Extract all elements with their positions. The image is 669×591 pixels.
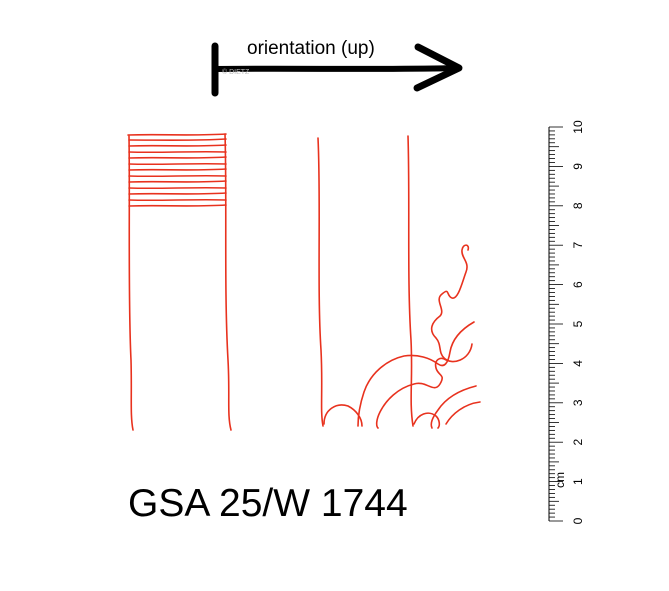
scale-tick-label: 2 — [571, 439, 585, 446]
scale-unit-label: cm — [553, 472, 567, 488]
hatch-line — [128, 162, 227, 166]
document-id: GSA 25/W 1744 — [128, 482, 408, 525]
scroll-ornament — [357, 321, 475, 427]
hatch-line — [128, 144, 227, 147]
scale-tick-label: 9 — [571, 163, 585, 170]
scale-tick-label: 4 — [571, 360, 585, 367]
scale-tick-label: 1 — [571, 478, 585, 485]
hatch-line — [128, 174, 227, 178]
orientation-label: orientation (up) — [247, 38, 375, 59]
scale-tick-label: 5 — [571, 320, 585, 327]
orientation-arrow — [211, 42, 463, 97]
right-panel-left-border — [317, 137, 324, 427]
left-panel-left-border — [128, 135, 134, 431]
scroll-ornament — [430, 385, 477, 429]
scale-tick-label: 3 — [571, 399, 585, 406]
copyright-watermark: © DIETZ — [222, 69, 250, 76]
hatch-line — [128, 168, 227, 171]
arrow-shaft — [212, 65, 461, 72]
arrow-head — [413, 43, 463, 92]
scroll-ornament — [375, 357, 447, 429]
hatch-line — [128, 186, 227, 190]
right-panel-right-border — [407, 135, 414, 427]
hatch-line — [128, 156, 227, 159]
hatch-line — [128, 192, 227, 195]
hatch-line — [128, 198, 227, 202]
left-panel-right-border — [224, 133, 232, 431]
scale-tick-label: 8 — [571, 202, 585, 209]
drawing-right-panel — [317, 135, 481, 429]
scale-tick-label: 6 — [571, 281, 585, 288]
scale-tick-label: 7 — [571, 242, 585, 249]
hatch-line — [128, 150, 227, 154]
drawing-left-panel — [127, 133, 232, 431]
scroll-ornament — [323, 404, 363, 427]
scroll-ornament — [430, 244, 473, 363]
scroll-ornament — [445, 401, 481, 425]
hatch-line — [128, 180, 227, 183]
hatch-line — [128, 204, 227, 207]
hatch-line — [128, 138, 227, 142]
hatch-line — [127, 133, 227, 136]
centimeter-scale: 0 1 2 3 4 5 6 7 8 9 10 — [548, 120, 585, 524]
scroll-ornament — [413, 412, 441, 429]
scale-tick-label: 0 — [571, 517, 585, 524]
scale-tick-label: 10 — [571, 120, 585, 134]
